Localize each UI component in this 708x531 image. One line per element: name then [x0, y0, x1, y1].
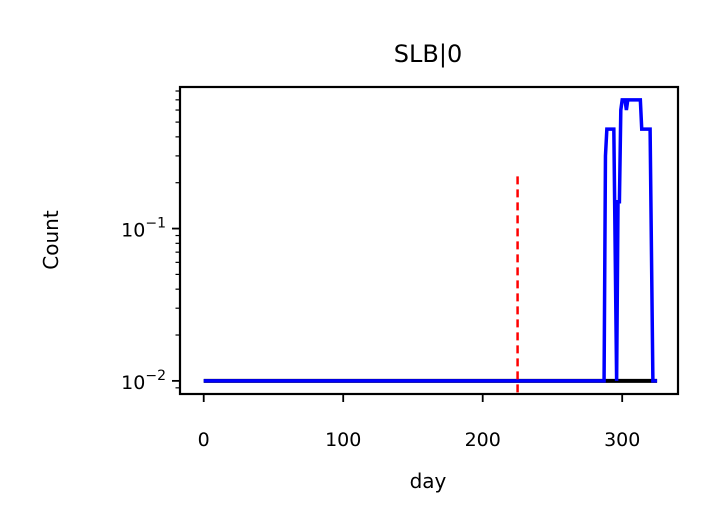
y-tick-label: 10−1	[121, 216, 166, 242]
x-tick-label: 300	[604, 429, 640, 451]
x-tick-label: 100	[325, 429, 361, 451]
x-tick-label: 200	[465, 429, 501, 451]
y-axis-label: Count	[39, 210, 63, 270]
y-tick-label: 10−2	[121, 368, 166, 394]
x-tick-label: 0	[198, 429, 210, 451]
plot-area	[203, 98, 658, 394]
x-axis-label: day	[410, 469, 447, 493]
series-line-1	[203, 98, 658, 383]
axes: 0 100 200 300 10−2 10−1	[121, 85, 680, 451]
plot-frame	[178, 85, 680, 396]
chart-title: SLB|0	[394, 40, 462, 68]
